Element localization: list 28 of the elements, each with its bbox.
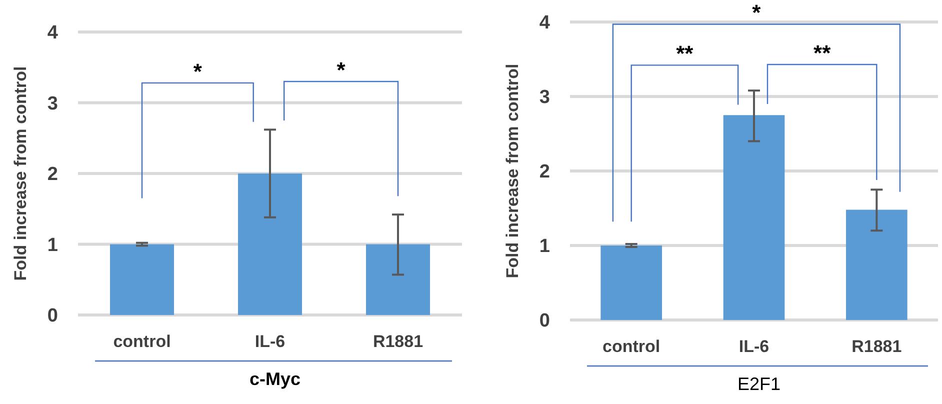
y-axis-title: Fold increase from control [11, 66, 30, 281]
y-tick-label: 3 [539, 87, 550, 108]
x-axis-title: c-Myc [249, 369, 301, 389]
y-axis-title: Fold increase from control [503, 64, 522, 278]
x-tick-label: R1881 [372, 332, 424, 351]
y-tick-label: 0 [539, 310, 550, 332]
x-tick-label: control [602, 337, 660, 356]
x-axis-title: E2F1 [737, 374, 781, 394]
y-tick-label: 0 [47, 306, 58, 327]
x-tick-label: control [113, 332, 171, 351]
y-tick-label: 1 [539, 236, 550, 258]
annotation: * [193, 58, 202, 84]
bar [600, 246, 662, 320]
annotation: ** [814, 40, 832, 66]
x-tick-label: IL-6 [738, 337, 770, 356]
annotation: ** [676, 41, 694, 66]
y-tick-label: 4 [539, 12, 550, 34]
y-tick-label: 2 [539, 162, 550, 183]
x-tick-label: IL-6 [254, 332, 286, 351]
bar [723, 115, 785, 320]
y-tick-label: 3 [47, 93, 58, 114]
annotation: * [336, 58, 346, 83]
y-tick-label: 2 [47, 164, 58, 186]
x-tick-label: R1881 [852, 337, 902, 356]
y-tick-label: 4 [47, 22, 58, 44]
annotation: * [752, 0, 762, 26]
y-tick-label: 1 [47, 234, 58, 256]
bar [846, 210, 908, 320]
